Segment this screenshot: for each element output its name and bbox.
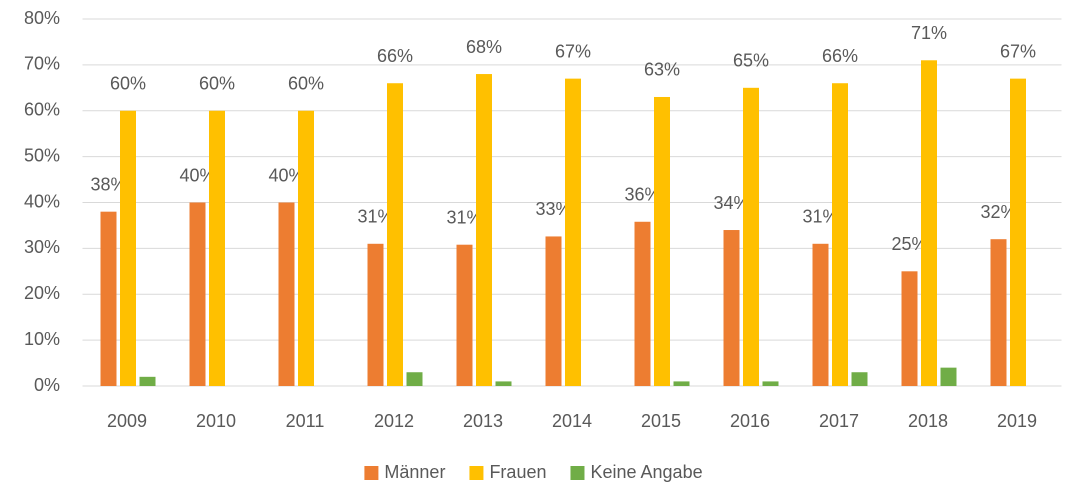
bar (189, 202, 206, 386)
bar (634, 221, 651, 386)
data-label: 63% (644, 60, 680, 80)
data-label: 33% (535, 199, 571, 219)
x-tick-label: 2014 (552, 411, 592, 431)
data-label: 66% (377, 46, 413, 66)
bar (1010, 78, 1026, 386)
bar (545, 236, 562, 386)
x-tick-label: 2016 (730, 411, 770, 431)
data-label: 31% (446, 207, 482, 227)
legend-swatch (570, 466, 585, 480)
y-tick-label: 80% (24, 8, 60, 28)
bar (100, 211, 117, 386)
x-tick-label: 2017 (819, 411, 859, 431)
bar (387, 83, 403, 386)
data-label: 60% (199, 74, 235, 94)
data-label: 68% (466, 37, 502, 57)
bar (278, 202, 295, 386)
bar (298, 110, 314, 386)
bar (367, 243, 384, 386)
bar (476, 74, 492, 387)
x-tick-label: 2013 (463, 411, 503, 431)
data-label: 38% (90, 174, 126, 194)
data-label: 40% (179, 165, 215, 185)
bar (456, 244, 473, 386)
bar (832, 83, 848, 386)
legend-swatch (469, 466, 484, 480)
y-tick-label: 0% (34, 375, 60, 395)
data-label: 25% (891, 234, 927, 254)
legend-label: Frauen (489, 462, 546, 482)
legend-label: Keine Angabe (590, 462, 702, 482)
x-tick-label: 2018 (908, 411, 948, 431)
data-label: 60% (110, 74, 146, 94)
bar (812, 243, 829, 386)
y-tick-label: 50% (24, 145, 60, 165)
data-label: 71% (911, 23, 947, 43)
x-tick-label: 2012 (374, 411, 414, 431)
data-label: 31% (802, 207, 838, 227)
data-label: 32% (980, 202, 1016, 222)
y-tick-label: 40% (24, 191, 60, 211)
bar (901, 271, 918, 386)
y-tick-label: 20% (24, 283, 60, 303)
x-tick-label: 2015 (641, 411, 681, 431)
data-label: 34% (713, 193, 749, 213)
bar (406, 372, 423, 386)
bar (851, 372, 868, 386)
data-label: 60% (288, 74, 324, 94)
data-label: 65% (733, 51, 769, 71)
x-tick-label: 2011 (286, 411, 325, 431)
bar (673, 381, 690, 386)
data-label: 40% (268, 165, 304, 185)
bar (762, 381, 779, 386)
data-label: 31% (357, 207, 393, 227)
bar (120, 110, 136, 386)
x-tick-label: 2009 (107, 411, 147, 431)
data-label: 66% (822, 46, 858, 66)
bar (990, 239, 1007, 386)
bar (495, 381, 512, 386)
data-label: 67% (555, 41, 591, 61)
data-label: 36% (624, 185, 660, 205)
bar (565, 78, 581, 386)
y-tick-label: 30% (24, 237, 60, 257)
bar (940, 367, 957, 386)
y-tick-label: 70% (24, 54, 60, 74)
x-tick-label: 2010 (196, 411, 236, 431)
bar (743, 87, 759, 386)
legend-swatch (364, 466, 379, 480)
bar (209, 110, 225, 386)
bar (921, 60, 937, 386)
y-tick-label: 10% (24, 329, 60, 349)
x-tick-label: 2019 (997, 411, 1037, 431)
bar (723, 230, 740, 386)
data-label: 67% (1000, 41, 1036, 61)
bar (654, 96, 670, 387)
legend-label: Männer (384, 462, 445, 482)
y-tick-label: 60% (24, 100, 60, 120)
bar (139, 376, 156, 386)
